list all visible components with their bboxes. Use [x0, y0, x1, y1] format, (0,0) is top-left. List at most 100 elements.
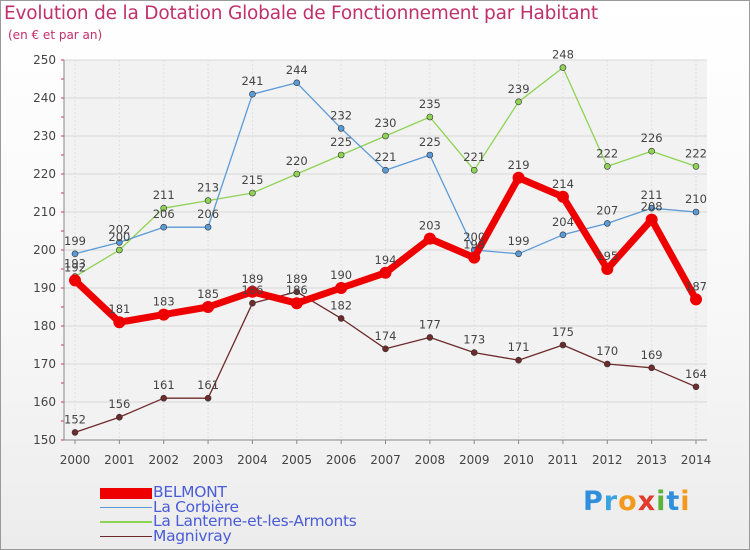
data-label: 185	[197, 287, 219, 301]
legend-swatch	[100, 521, 152, 523]
data-label: 203	[419, 219, 441, 233]
data-point	[648, 364, 655, 372]
data-label: 193	[64, 257, 86, 271]
data-point	[116, 246, 123, 254]
data-label: 164	[685, 367, 707, 381]
data-label: 230	[375, 116, 397, 130]
data-point	[692, 383, 700, 391]
data-label: 200	[108, 230, 130, 244]
x-tick-label: 2006	[326, 453, 357, 467]
data-label: 206	[197, 207, 219, 221]
x-tick-label: 2013	[636, 453, 667, 467]
data-point	[246, 285, 259, 298]
data-label: 248	[552, 48, 574, 62]
data-point	[692, 208, 700, 216]
data-label: 161	[153, 378, 175, 392]
data-label: 213	[197, 181, 219, 195]
legend-label: BELMONT	[153, 483, 227, 501]
data-label: 202	[108, 222, 130, 236]
legend-label: La Corbière	[153, 497, 239, 516]
data-label: 244	[286, 63, 308, 77]
data-point	[690, 293, 702, 306]
data-point	[204, 223, 212, 231]
data-point	[249, 299, 256, 307]
y-tick-label: 210	[33, 205, 56, 219]
data-point	[337, 315, 345, 322]
y-tick-label: 220	[33, 167, 56, 181]
data-point	[249, 90, 256, 98]
y-tick-label: 150	[33, 433, 56, 447]
legend-swatch	[100, 506, 152, 509]
data-label: 182	[330, 298, 352, 312]
data-point	[113, 316, 126, 329]
data-point	[515, 356, 522, 364]
chart-title: Evolution de la Dotation Globale de Fonc…	[4, 3, 598, 24]
x-tick-label: 2007	[370, 453, 401, 467]
data-label: 194	[375, 253, 397, 267]
data-point	[559, 341, 567, 349]
legend-label: Magnivray	[153, 526, 232, 545]
data-label: 214	[552, 177, 574, 191]
data-label: 200	[463, 230, 485, 244]
data-point	[335, 282, 348, 294]
data-label: 204	[552, 215, 574, 229]
data-point	[603, 163, 611, 170]
logo-letter: o	[618, 486, 638, 517]
data-label: 189	[286, 272, 308, 286]
data-point	[204, 197, 212, 204]
data-point	[423, 232, 436, 245]
x-tick-label: 2012	[592, 453, 623, 467]
y-tick-label: 200	[33, 243, 56, 257]
data-point	[204, 394, 212, 402]
logo-letter: i	[656, 486, 667, 517]
logo-letter: P	[583, 486, 604, 517]
x-tick-label: 2000	[60, 453, 91, 467]
data-point	[382, 345, 389, 353]
data-point	[559, 231, 567, 239]
chart-legend: BELMONT La Corbière La Lanterne-et-les-Arm…	[100, 483, 400, 545]
data-label: 156	[108, 397, 130, 411]
data-point	[648, 204, 655, 212]
legend-item: Magnivray	[100, 526, 400, 545]
y-tick-label: 230	[33, 129, 56, 143]
y-tick-label: 170	[33, 357, 56, 371]
x-tick-label: 2011	[548, 453, 579, 467]
data-point	[249, 189, 256, 197]
data-label: 174	[375, 329, 397, 343]
data-point	[160, 394, 168, 402]
data-label: 239	[508, 82, 530, 96]
y-tick-label: 160	[33, 395, 56, 409]
data-point	[160, 223, 168, 231]
data-point	[157, 308, 170, 321]
data-point	[71, 250, 79, 258]
data-label: 211	[153, 188, 175, 202]
data-point	[645, 213, 658, 226]
data-label: 173	[463, 333, 485, 347]
data-label: 170	[596, 344, 618, 358]
data-label: 186	[241, 283, 263, 297]
data-point	[556, 190, 569, 203]
logo-letter: x	[637, 486, 657, 517]
data-label: 235	[419, 97, 441, 111]
data-label: 210	[685, 192, 707, 206]
legend-item: La Corbière	[100, 497, 400, 516]
data-point	[468, 251, 481, 264]
data-label: 189	[241, 272, 263, 286]
data-label: 221	[463, 150, 485, 164]
data-point	[116, 413, 123, 421]
data-point	[202, 301, 215, 313]
x-tick-label: 2014	[681, 453, 712, 467]
data-point	[69, 274, 81, 287]
data-label: 171	[508, 340, 530, 354]
legend-swatch	[100, 487, 152, 499]
data-label: 169	[641, 348, 663, 362]
data-label: 190	[330, 268, 352, 282]
data-point	[293, 170, 301, 178]
data-point	[160, 204, 168, 212]
x-tick-label: 2009	[459, 453, 490, 467]
data-label: 232	[330, 108, 352, 122]
data-label: 181	[108, 302, 130, 316]
data-point	[426, 334, 434, 341]
data-point	[382, 166, 389, 174]
